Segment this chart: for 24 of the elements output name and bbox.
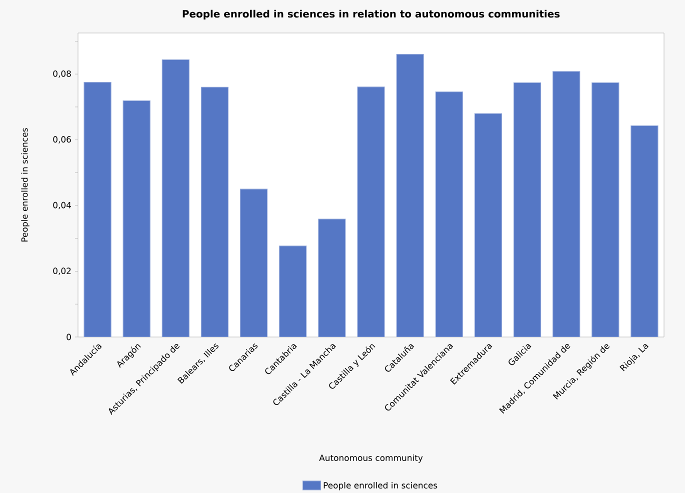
bar [162, 60, 190, 338]
bar [396, 54, 424, 338]
bar [318, 219, 346, 338]
bar [240, 189, 268, 338]
bar [358, 86, 385, 338]
bar [436, 92, 463, 338]
bar [279, 246, 306, 338]
y-tick-label: 0,04 [53, 202, 71, 210]
y-tick-label: 0 [66, 334, 71, 340]
y-axis-title: People enrolled in sciences [21, 128, 30, 242]
y-tick-label: 0,06 [53, 136, 71, 144]
bar [630, 125, 658, 338]
bar [84, 82, 112, 338]
bar [123, 100, 150, 338]
y-tick-label: 0,08 [53, 70, 71, 78]
x-axis-title: Autonomous community [319, 454, 423, 463]
bar [474, 114, 502, 338]
chart-title: People enrolled in sciences in relation to autonomous communities [182, 10, 560, 20]
bar [201, 87, 228, 338]
bar [514, 82, 541, 338]
bar [592, 82, 619, 338]
y-tick-label: 0,02 [53, 268, 71, 275]
bar [552, 71, 580, 338]
text: People enrolled in sciences [324, 482, 438, 490]
